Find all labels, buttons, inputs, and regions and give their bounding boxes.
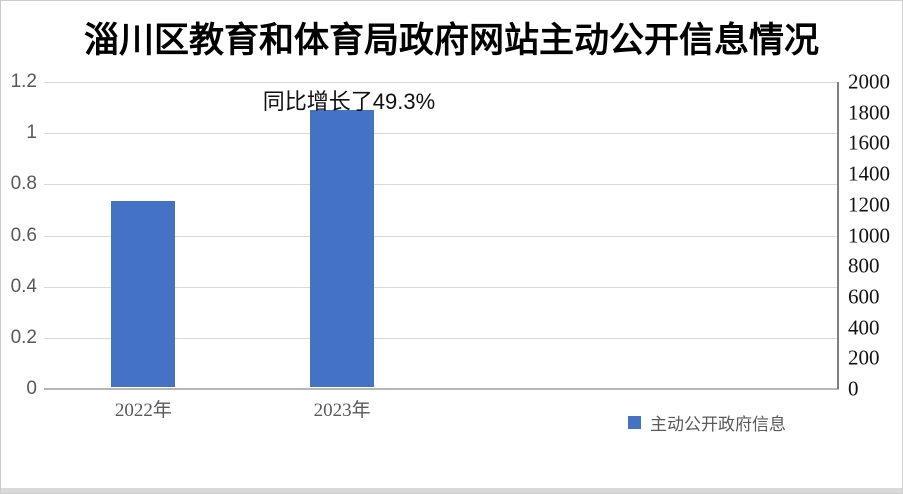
chart-title: 淄川区教育和体育局政府网站主动公开信息情况 [83, 21, 819, 60]
right-tick-label: 0 [848, 376, 859, 401]
bar-2022年 [111, 201, 176, 387]
gridline [44, 184, 839, 186]
left-tick-label: 0.6 [10, 224, 37, 246]
left-tick-label: 1 [26, 122, 37, 144]
right-tick-label: 800 [848, 253, 880, 278]
left-tick-label: 0 [26, 378, 37, 399]
left-tick-label: 0.2 [10, 326, 37, 348]
right-axis: 2000 1800 1600 1400 1200 1000 800 600 400 200 0 [848, 70, 902, 401]
x-axis-label: 2022年 [114, 400, 172, 421]
x-axis: 2022年 2023年 [44, 395, 839, 421]
gridline [44, 133, 839, 135]
bar-2023年 [310, 109, 375, 387]
right-tick-label: 1000 [848, 223, 890, 247]
bottom-edge-strip [1, 488, 902, 493]
right-tick-label: 400 [848, 315, 880, 340]
gridline [44, 337, 839, 339]
growth-annotation: 同比增长了49.3% [262, 89, 436, 114]
right-tick-label: 2000 [848, 69, 890, 94]
right-tick-label: 1400 [848, 161, 890, 186]
right-tick-label: 1200 [848, 192, 890, 217]
right-tick-label: 200 [848, 345, 880, 370]
gridline [44, 286, 839, 288]
gridline [44, 82, 839, 83]
legend-label: 主动公开政府信息 [650, 415, 786, 434]
gridline [44, 388, 839, 390]
right-tick-label: 1800 [848, 100, 890, 125]
left-tick-label: 1.2 [10, 71, 37, 92]
right-axis-line [837, 82, 839, 389]
left-tick-label: 0.8 [10, 173, 37, 195]
right-tick-label: 1600 [848, 130, 890, 155]
left-tick-label: 0.4 [10, 275, 37, 297]
legend-square-icon [628, 416, 641, 429]
plot-area [44, 82, 839, 390]
legend: 主动公开政府信息 [628, 410, 786, 435]
right-tick-label: 600 [848, 284, 880, 309]
left-axis: 1.2 1 0.8 0.6 0.4 0.2 0 [1, 71, 37, 399]
x-axis-label: 2023年 [313, 400, 371, 421]
gridline [44, 235, 839, 237]
